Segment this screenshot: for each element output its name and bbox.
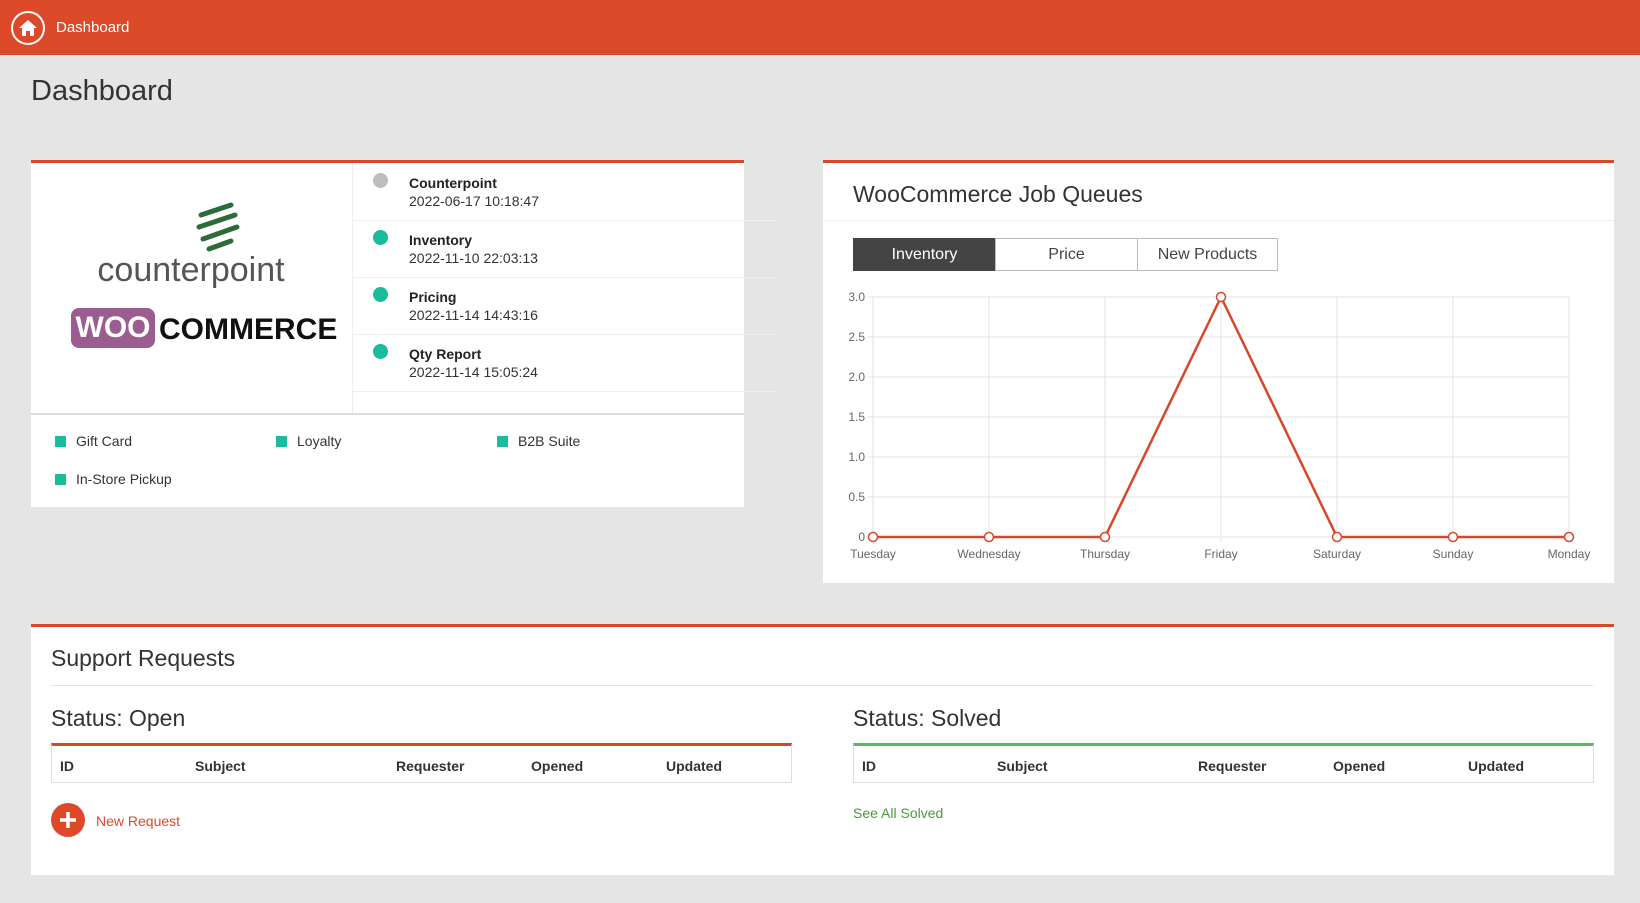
y-tick-label: 2.5 <box>848 330 865 344</box>
column-header: Requester <box>396 758 465 774</box>
point <box>1099 531 1111 543</box>
feature-label: In-Store Pickup <box>76 471 172 487</box>
y-tick-label: 2.0 <box>848 370 865 384</box>
feature-label: B2B Suite <box>518 433 581 449</box>
support-card: Support Requests Status: Open ID Subject R… <box>31 624 1614 875</box>
x-tick-label: Sunday <box>1433 547 1474 561</box>
status-row: Qty Report 2022-11-14 15:05:24 <box>352 334 776 392</box>
status-name: Counterpoint <box>409 175 497 191</box>
feature-label: Gift Card <box>76 433 133 449</box>
x-tick-label: Thursday <box>1080 547 1130 561</box>
y-tick-label: 0.5 <box>848 490 865 504</box>
feature: B2B Suite <box>497 433 580 449</box>
status-time: 2022-06-17 10:18:47 <box>409 193 539 209</box>
divider <box>823 220 1614 221</box>
feature-label: Loyalty <box>297 433 342 449</box>
status-time: 2022-11-14 15:05:24 <box>409 364 538 380</box>
feature: Loyalty <box>276 433 341 449</box>
x-tick-label: Wednesday <box>957 547 1020 561</box>
tabs: Inventory Price New Products <box>853 238 1298 271</box>
logo-text: counterpoint <box>97 251 285 289</box>
y-tick-label: 1.5 <box>848 410 865 424</box>
point <box>1215 291 1227 303</box>
home-icon[interactable] <box>10 10 46 46</box>
logo-text: COMMERCE <box>159 313 337 346</box>
divider <box>51 685 1594 686</box>
point <box>867 531 879 543</box>
divider <box>31 413 744 415</box>
link[interactable]: See All Solved <box>853 805 944 821</box>
feature-icon <box>55 474 66 485</box>
column-header: ID <box>60 758 74 774</box>
x-tick-label: Friday <box>1204 547 1237 561</box>
logo: counterpoint WOO COMMERCE <box>71 202 337 348</box>
card-title: WooCommerce Job Queues <box>853 181 1143 207</box>
point <box>1447 531 1459 543</box>
page-title: Dashboard <box>31 75 173 107</box>
column-header: Opened <box>1333 758 1386 774</box>
status-time: 2022-11-10 22:03:13 <box>409 250 538 266</box>
column-header: Opened <box>531 758 584 774</box>
tab[interactable]: Price <box>995 238 1138 271</box>
status-dot <box>373 287 388 302</box>
breadcrumb[interactable]: Dashboard <box>56 19 130 36</box>
tab[interactable]: Inventory <box>853 238 996 271</box>
integration-card: counterpoint WOO COMMERCE Counterpoint 20… <box>31 160 776 507</box>
x-tick-label: Monday <box>1548 547 1591 561</box>
status-row: Counterpoint 2022-06-17 10:18:47 <box>352 163 776 221</box>
column-header: Updated <box>666 758 722 774</box>
y-tick-label: 3.0 <box>848 290 865 304</box>
section-title: Status: Solved <box>853 705 1002 731</box>
x-tick-label: Tuesday <box>850 547 896 561</box>
feature-icon <box>497 436 508 447</box>
logo-text: WOO <box>76 311 151 344</box>
top-bar: Dashboard <box>0 0 1640 55</box>
section-title: Status: Open <box>51 705 186 731</box>
point <box>1331 531 1343 543</box>
queue-card: WooCommerce Job Queues Inventory Price New… <box>823 160 1614 583</box>
tab[interactable]: New Products <box>1137 238 1278 271</box>
point <box>1563 531 1575 543</box>
divider <box>352 163 353 413</box>
feature: Gift Card <box>55 433 132 449</box>
point <box>983 531 995 543</box>
status-name: Inventory <box>409 232 473 248</box>
status-dot <box>373 230 388 245</box>
chart: 0 0.5 1.0 1.5 2.0 2.5 3.0 Tuesday Wednesday Thurs… <box>848 290 1591 561</box>
status-dot <box>373 344 388 359</box>
column-header: ID <box>862 758 876 774</box>
card-title: Support Requests <box>51 645 236 671</box>
table-header: ID Subject Requester Opened Updated <box>51 743 792 783</box>
status-name: Pricing <box>409 289 457 305</box>
column-header: Subject <box>195 758 246 774</box>
status-row: Pricing 2022-11-14 14:43:16 <box>352 277 776 335</box>
status-time: 2022-11-14 14:43:16 <box>409 307 538 323</box>
column-header: Subject <box>997 758 1048 774</box>
feature-icon <box>276 436 287 447</box>
y-tick-label: 0 <box>858 530 865 544</box>
status-name: Qty Report <box>409 346 482 362</box>
x-tick-label: Saturday <box>1313 547 1361 561</box>
link[interactable]: New Request <box>96 813 181 829</box>
column-header: Updated <box>1468 758 1524 774</box>
status-dot <box>373 173 388 188</box>
add-icon[interactable] <box>51 803 87 839</box>
status-row: Inventory 2022-11-10 22:03:13 <box>352 220 776 278</box>
column-header: Requester <box>1198 758 1267 774</box>
y-tick-label: 1.0 <box>848 450 865 464</box>
feature: In-Store Pickup <box>55 471 172 487</box>
feature-icon <box>55 436 66 447</box>
table-header: ID Subject Requester Opened Updated <box>853 743 1594 783</box>
